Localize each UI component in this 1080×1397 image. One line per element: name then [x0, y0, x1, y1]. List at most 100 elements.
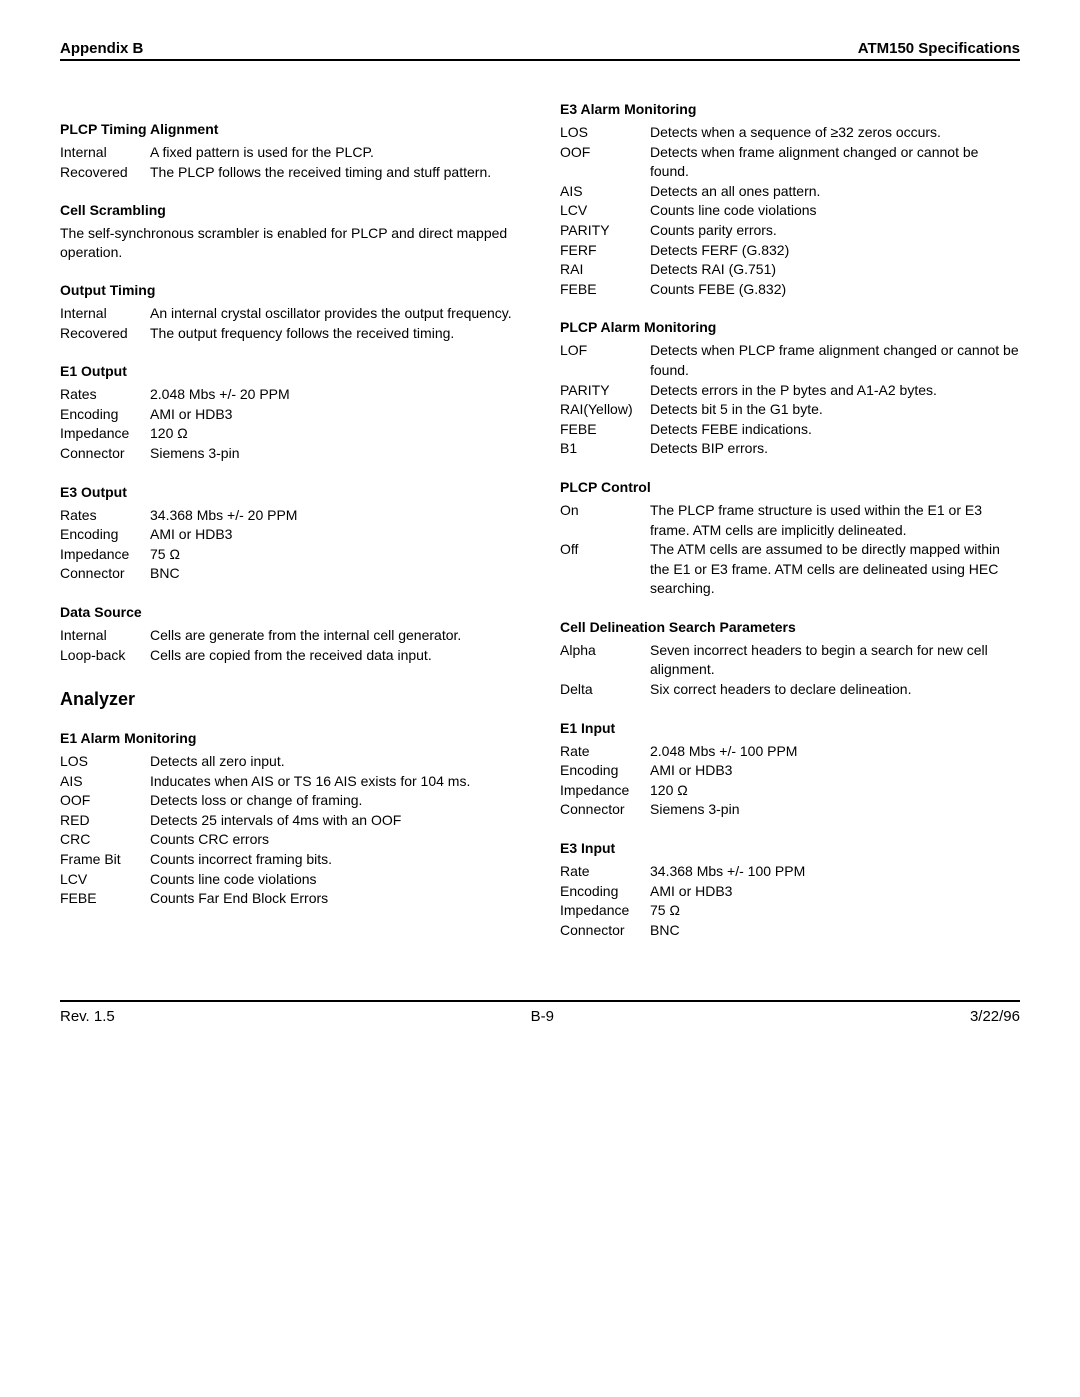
- kv-key: Impedance: [60, 545, 150, 565]
- kv-row: EncodingAMI or HDB3: [60, 525, 520, 545]
- kv-key: Internal: [60, 143, 150, 163]
- kv-val: Detects when frame alignment changed or …: [650, 143, 1020, 182]
- e3-alarm-title: E3 Alarm Monitoring: [560, 101, 1020, 117]
- kv-val: Cells are copied from the received data …: [150, 646, 520, 666]
- right-column: E3 Alarm Monitoring LOSDetects when a se…: [560, 101, 1020, 940]
- kv-row: ConnectorSiemens 3-pin: [60, 444, 520, 464]
- kv-val: Counts CRC errors: [150, 830, 520, 850]
- kv-key: RAI: [560, 260, 650, 280]
- kv-key: Internal: [60, 626, 150, 646]
- kv-key: FEBE: [60, 889, 150, 909]
- kv-row: AISInducates when AIS or TS 16 AIS exist…: [60, 772, 520, 792]
- kv-val: Counts line code violations: [150, 870, 520, 890]
- data-source-title: Data Source: [60, 604, 520, 620]
- kv-key: Rates: [60, 506, 150, 526]
- kv-row: LCVCounts line code violations: [60, 870, 520, 890]
- footer-right: 3/22/96: [970, 1008, 1020, 1025]
- kv-key: Internal: [60, 304, 150, 324]
- kv-val: Detects 25 intervals of 4ms with an OOF: [150, 811, 520, 831]
- kv-row: FEBECounts FEBE (G.832): [560, 280, 1020, 300]
- kv-key: LCV: [60, 870, 150, 890]
- e1-output-title: E1 Output: [60, 363, 520, 379]
- kv-val: 34.368 Mbs +/- 20 PPM: [150, 506, 520, 526]
- kv-row: RAI(Yellow)Detects bit 5 in the G1 byte.: [560, 400, 1020, 420]
- kv-row: B1Detects BIP errors.: [560, 439, 1020, 459]
- kv-key: LCV: [560, 201, 650, 221]
- e3-input-title: E3 Input: [560, 840, 1020, 856]
- kv-row: FEBEDetects FEBE indications.: [560, 420, 1020, 440]
- kv-val: Detects bit 5 in the G1 byte.: [650, 400, 1020, 420]
- content-columns: PLCP Timing Alignment InternalA fixed pa…: [60, 101, 1020, 940]
- kv-row: OffThe ATM cells are assumed to be direc…: [560, 540, 1020, 599]
- kv-key: Rate: [560, 862, 650, 882]
- kv-row: AlphaSeven incorrect headers to begin a …: [560, 641, 1020, 680]
- kv-key: PARITY: [560, 381, 650, 401]
- kv-key: OOF: [60, 791, 150, 811]
- kv-val: 120 Ω: [150, 424, 520, 444]
- cell-scrambling-title: Cell Scrambling: [60, 202, 520, 218]
- kv-key: FEBE: [560, 280, 650, 300]
- kv-row: InternalA fixed pattern is used for the …: [60, 143, 520, 163]
- kv-key: PARITY: [560, 221, 650, 241]
- kv-row: Impedance120 Ω: [60, 424, 520, 444]
- kv-row: Rates34.368 Mbs +/- 20 PPM: [60, 506, 520, 526]
- kv-val: The output frequency follows the receive…: [150, 324, 520, 344]
- kv-row: Impedance120 Ω: [560, 781, 1020, 801]
- kv-val: 2.048 Mbs +/- 100 PPM: [650, 742, 1020, 762]
- kv-val: AMI or HDB3: [650, 761, 1020, 781]
- kv-key: FEBE: [560, 420, 650, 440]
- kv-val: A fixed pattern is used for the PLCP.: [150, 143, 520, 163]
- kv-key: FERF: [560, 241, 650, 261]
- kv-row: OOFDetects when frame alignment changed …: [560, 143, 1020, 182]
- kv-key: B1: [560, 439, 650, 459]
- kv-row: AISDetects an all ones pattern.: [560, 182, 1020, 202]
- kv-val: Detects FEBE indications.: [650, 420, 1020, 440]
- kv-val: Counts FEBE (G.832): [650, 280, 1020, 300]
- kv-row: REDDetects 25 intervals of 4ms with an O…: [60, 811, 520, 831]
- kv-row: OOFDetects loss or change of framing.: [60, 791, 520, 811]
- kv-val: Detects errors in the P bytes and A1-A2 …: [650, 381, 1020, 401]
- kv-key: OOF: [560, 143, 650, 182]
- kv-row: EncodingAMI or HDB3: [60, 405, 520, 425]
- kv-val: BNC: [650, 921, 1020, 941]
- kv-val: Siemens 3-pin: [150, 444, 520, 464]
- kv-row: Loop-backCells are copied from the recei…: [60, 646, 520, 666]
- kv-row: RAIDetects RAI (G.751): [560, 260, 1020, 280]
- kv-key: Frame Bit: [60, 850, 150, 870]
- analyzer-title: Analyzer: [60, 689, 520, 710]
- page-header: Appendix B ATM150 Specifications: [60, 40, 1020, 61]
- kv-key: Rate: [560, 742, 650, 762]
- kv-row: EncodingAMI or HDB3: [560, 761, 1020, 781]
- kv-key: Connector: [560, 921, 650, 941]
- e1-alarm-title: E1 Alarm Monitoring: [60, 730, 520, 746]
- kv-row: Rate34.368 Mbs +/- 100 PPM: [560, 862, 1020, 882]
- header-right: ATM150 Specifications: [858, 40, 1020, 57]
- kv-val: The PLCP follows the received timing and…: [150, 163, 520, 183]
- kv-val: An internal crystal oscillator provides …: [150, 304, 520, 324]
- kv-row: LOSDetects when a sequence of ≥32 zeros …: [560, 123, 1020, 143]
- kv-row: ConnectorSiemens 3-pin: [560, 800, 1020, 820]
- kv-key: Alpha: [560, 641, 650, 680]
- kv-val: Detects when a sequence of ≥32 zeros occ…: [650, 123, 1020, 143]
- kv-row: RecoveredThe output frequency follows th…: [60, 324, 520, 344]
- kv-row: OnThe PLCP frame structure is used withi…: [560, 501, 1020, 540]
- kv-key: CRC: [60, 830, 150, 850]
- kv-key: Impedance: [60, 424, 150, 444]
- kv-val: Detects all zero input.: [150, 752, 520, 772]
- kv-val: Counts incorrect framing bits.: [150, 850, 520, 870]
- kv-val: AMI or HDB3: [650, 882, 1020, 902]
- kv-val: The PLCP frame structure is used within …: [650, 501, 1020, 540]
- kv-key: Loop-back: [60, 646, 150, 666]
- header-left: Appendix B: [60, 40, 143, 57]
- kv-key: Rates: [60, 385, 150, 405]
- footer-left: Rev. 1.5: [60, 1008, 115, 1025]
- kv-row: LCVCounts line code violations: [560, 201, 1020, 221]
- footer-center: B-9: [531, 1008, 554, 1025]
- kv-row: ConnectorBNC: [560, 921, 1020, 941]
- kv-val: 75 Ω: [650, 901, 1020, 921]
- kv-row: Rate2.048 Mbs +/- 100 PPM: [560, 742, 1020, 762]
- kv-val: Seven incorrect headers to begin a searc…: [650, 641, 1020, 680]
- kv-val: BNC: [150, 564, 520, 584]
- e3-output-title: E3 Output: [60, 484, 520, 500]
- kv-row: InternalAn internal crystal oscillator p…: [60, 304, 520, 324]
